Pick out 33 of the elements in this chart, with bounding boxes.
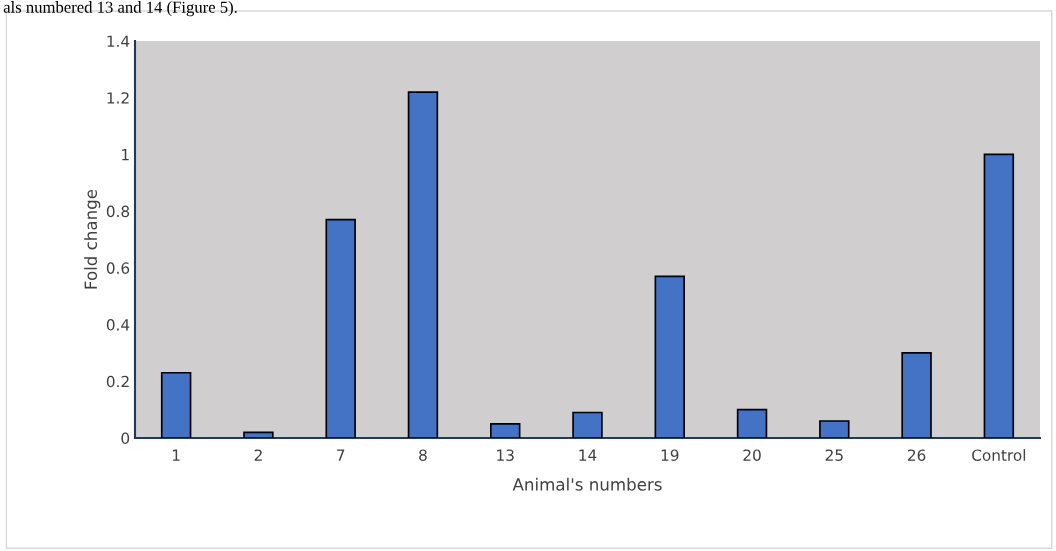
x-tick-label: 26 bbox=[907, 449, 926, 461]
text: als numbered 13 and 14 (Figure 5). bbox=[3, 1, 237, 17]
bar bbox=[901, 352, 932, 438]
y-tick-label: 1.2 bbox=[107, 92, 129, 104]
bar bbox=[819, 420, 850, 438]
y-tick-label: 0 bbox=[121, 432, 130, 445]
y-axis-title: Fold change bbox=[84, 189, 101, 289]
bar bbox=[160, 371, 192, 438]
y-tick-label: 0.4 bbox=[106, 319, 130, 331]
x-tick-label: 14 bbox=[579, 449, 597, 461]
x-tick-label: 25 bbox=[825, 449, 843, 461]
x-tick-label: 8 bbox=[419, 449, 427, 461]
bar bbox=[489, 422, 521, 438]
bar bbox=[736, 408, 768, 438]
x-tick-label: Control bbox=[972, 449, 1026, 461]
x-axis-title: Animal's numbers bbox=[512, 477, 662, 491]
bar bbox=[243, 431, 274, 438]
bar bbox=[983, 153, 1015, 438]
x-tick-label: 1 bbox=[172, 449, 180, 461]
x-tick-label: 7 bbox=[337, 449, 345, 461]
y-tick-label: 1.4 bbox=[107, 35, 130, 47]
y-tick-label: 0.8 bbox=[106, 205, 130, 218]
bar bbox=[407, 91, 439, 438]
x-tick-label: 19 bbox=[661, 449, 679, 461]
x-tick-label: 13 bbox=[497, 449, 514, 461]
bar bbox=[572, 411, 603, 438]
y-tick-label: 1 bbox=[122, 149, 129, 161]
bar bbox=[325, 218, 356, 438]
bar bbox=[654, 275, 686, 438]
y-tick-label: 0.2 bbox=[106, 375, 129, 388]
y-tick-label: 0.6 bbox=[106, 262, 130, 274]
x-tick-label: 2 bbox=[254, 449, 262, 461]
x-tick-label: 20 bbox=[743, 449, 761, 461]
